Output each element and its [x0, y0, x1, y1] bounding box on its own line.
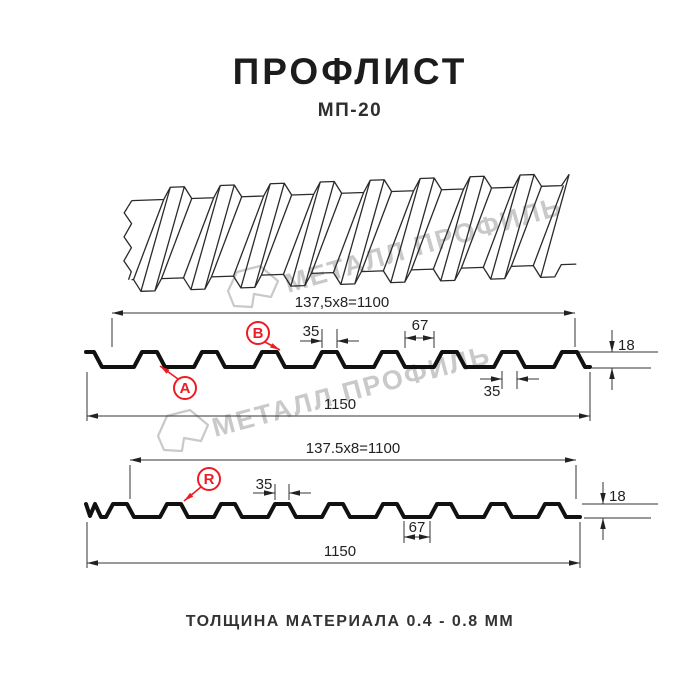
thickness-note: ТОЛЩИНА МАТЕРИАЛА 0.4 - 0.8 ММ: [185, 613, 515, 630]
rib-edge-line: [360, 191, 393, 272]
callout-r: R: [183, 467, 221, 502]
rib-edge-line: [482, 187, 515, 268]
rib-edge-line: [410, 189, 443, 271]
sheet-top-edge: [131, 173, 570, 202]
dim-flat-2-value: 67: [409, 519, 426, 536]
brand-logo-icon: [226, 264, 280, 309]
rib-edge-line: [332, 192, 365, 273]
rib-edge-line: [260, 194, 293, 276]
rib-edge-line: [340, 180, 371, 285]
callout-a-label: A: [180, 380, 191, 397]
sheet-cut-edge: [123, 200, 133, 280]
rib-edge-line: [510, 186, 543, 267]
dim-rib-bottom-1-value: 35: [484, 383, 501, 400]
rib-edge-line: [232, 195, 265, 277]
rib-edge-line: [310, 193, 343, 274]
dim-total-1-value: 1150: [324, 396, 356, 413]
rib-edge-line: [204, 184, 235, 290]
rib-edge-line: [354, 179, 385, 285]
rib-edge-line: [390, 178, 421, 283]
rib-edge-line: [460, 187, 493, 269]
rib-edge-line: [190, 185, 221, 290]
rib-edge-line: [240, 183, 271, 289]
profile-cross-section-1: [84, 350, 592, 369]
dim-total-1: 1150: [86, 372, 591, 421]
callout-b-label: B: [253, 325, 264, 342]
sheet-3d-drawing: [123, 173, 577, 292]
rib-edge-line: [440, 176, 471, 282]
rib-edge-line: [140, 187, 171, 292]
rib-edge-line: [154, 186, 185, 292]
dim-flat-1: 67: [404, 317, 435, 348]
dim-rib-top-1-value: 35: [303, 323, 320, 340]
rib-edge-line: [404, 177, 435, 283]
profile-model-subtitle: МП-20: [317, 99, 383, 121]
dim-height-2: 18: [582, 482, 658, 540]
dim-pitch-1-value: 137,5x8=1100: [295, 294, 389, 311]
rib-edge-line: [210, 196, 243, 278]
rib-edge-line: [132, 199, 165, 280]
rib-edge-line: [304, 181, 335, 286]
dim-total-2: 1150: [86, 522, 581, 568]
profile-section-2: 137.5x8=1100 35 67: [84, 440, 658, 568]
rib-edge-line: [490, 174, 521, 280]
rib-edge-line: [160, 198, 193, 279]
rib-edge-line: [432, 188, 465, 270]
rib-edge-line: [532, 185, 565, 266]
rib-edge-line: [282, 194, 315, 275]
profile-cross-section-2: [84, 502, 582, 519]
profile-section-1: 137,5x8=1100 35 67: [84, 294, 658, 421]
callout-a: A: [159, 365, 197, 400]
callout-r-label: R: [204, 471, 215, 488]
dim-height-2-value: 18: [609, 488, 626, 505]
callout-b: B: [246, 321, 281, 351]
rib-edge-line: [290, 181, 321, 287]
dim-pitch-1: 137,5x8=1100: [111, 294, 576, 347]
rib-edge-line: [254, 183, 285, 288]
dim-height-1: 18: [579, 330, 658, 390]
page-title: ПРОФЛИСТ: [232, 51, 468, 92]
dim-height-1-value: 18: [618, 337, 635, 354]
rib-edge-line: [182, 197, 215, 279]
dim-rib-bottom-1: 35: [480, 371, 539, 400]
rib-edge-line: [540, 174, 570, 278]
dim-pitch-2: 137.5x8=1100: [129, 440, 577, 499]
rib-edge-line: [504, 174, 535, 279]
header: ПРОФЛИСТ МП-20: [0, 51, 700, 122]
dim-rib-top-1: 35: [300, 323, 359, 348]
rib-edge-line: [382, 190, 415, 272]
dim-rib-top-2: 35: [253, 476, 311, 500]
rib-edge-line: [454, 176, 485, 281]
dim-flat-1-value: 67: [412, 317, 429, 334]
dim-rib-top-2-value: 35: [256, 476, 273, 493]
dim-total-2-value: 1150: [324, 543, 356, 560]
sheet-bottom-edge: [131, 263, 577, 292]
dim-flat-2: 67: [403, 519, 431, 543]
dim-pitch-2-value: 137.5x8=1100: [306, 440, 400, 457]
